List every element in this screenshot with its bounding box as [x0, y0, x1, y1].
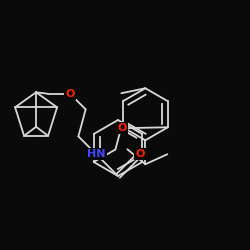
Text: O: O — [118, 123, 127, 133]
Text: HN: HN — [87, 149, 106, 159]
Text: O: O — [66, 89, 75, 99]
Text: O: O — [135, 149, 144, 159]
